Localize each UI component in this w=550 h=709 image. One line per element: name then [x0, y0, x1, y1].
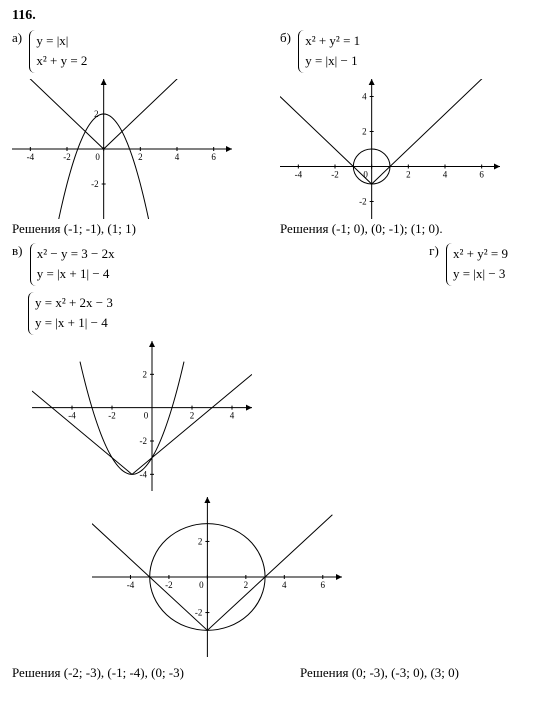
- svg-text:4: 4: [443, 170, 448, 180]
- svg-text:-2: -2: [91, 179, 99, 189]
- solutions-c: Решения (-2; -3), (-1; -4), (0; -3): [12, 665, 250, 681]
- part-d-brace: x² + y² = 9 y = |x| − 3: [446, 243, 508, 286]
- part-a-label: а): [12, 30, 22, 46]
- svg-text:4: 4: [230, 411, 235, 421]
- svg-text:4: 4: [175, 152, 180, 162]
- part-b-eq2: y = |x| − 1: [305, 52, 360, 70]
- part-d-eq2: y = |x| − 3: [453, 265, 508, 283]
- part-c-eq1: x² − y = 3 − 2x: [37, 245, 115, 263]
- chart-d: -4 -2 2 4 6 0 2 -2: [92, 497, 538, 657]
- chart-a: -4-224602-2: [12, 79, 270, 219]
- svg-text:-2: -2: [195, 608, 203, 618]
- part-b-label: б): [280, 30, 291, 46]
- chart-b: -4-2246024-2: [280, 79, 538, 219]
- svg-text:2: 2: [143, 370, 148, 380]
- part-d-label: г): [429, 243, 439, 259]
- svg-text:-2: -2: [108, 411, 116, 421]
- svg-text:-2: -2: [331, 170, 339, 180]
- svg-text:-4: -4: [295, 170, 303, 180]
- chart-a-wrap: -4-224602-2 Решения (-1; -1), (1; 1): [12, 79, 270, 237]
- part-a-system: а) y = |x| x² + y = 2: [12, 30, 270, 73]
- part-c-brace: x² − y = 3 − 2x y = |x + 1| − 4: [30, 243, 115, 286]
- svg-text:6: 6: [211, 152, 216, 162]
- part-b-system: б) x² + y² = 1 y = |x| − 1: [280, 30, 538, 73]
- part-c-eq4: y = |x + 1| − 4: [35, 314, 113, 332]
- part-d-eq1: x² + y² = 9: [453, 245, 508, 263]
- solutions-b: Решения (-1; 0), (0; -1); (1; 0).: [280, 221, 538, 237]
- chart-c-wrap: -4-22402-2-4: [32, 341, 538, 491]
- part-c-label: в): [12, 243, 22, 259]
- svg-text:2: 2: [138, 152, 143, 162]
- svg-text:2: 2: [190, 411, 195, 421]
- svg-text:-4: -4: [127, 580, 135, 590]
- solutions-row-2: Решения (-2; -3), (-1; -4), (0; -3) Реше…: [12, 663, 538, 681]
- svg-text:-2: -2: [63, 152, 71, 162]
- svg-text:2: 2: [406, 170, 411, 180]
- svg-text:2: 2: [244, 580, 249, 590]
- part-d-system: г) x² + y² = 9 y = |x| − 3: [265, 243, 538, 335]
- part-c-system: в) x² − y = 3 − 2x y = |x + 1| − 4 y = x…: [12, 243, 255, 335]
- svg-text:2: 2: [362, 127, 367, 137]
- problem-number: 116.: [12, 8, 538, 24]
- svg-text:-4: -4: [68, 411, 76, 421]
- svg-text:6: 6: [321, 580, 326, 590]
- chart-b-wrap: -4-2246024-2 Решения (-1; 0), (0; -1); (…: [280, 79, 538, 237]
- part-c-brace2: y = x² + 2x − 3 y = |x + 1| − 4: [28, 292, 113, 335]
- part-b-brace: x² + y² = 1 y = |x| − 1: [298, 30, 360, 73]
- systems-row-2: в) x² − y = 3 − 2x y = |x + 1| − 4 y = x…: [12, 243, 538, 335]
- systems-row-1: а) y = |x| x² + y = 2 б) x² + y² = 1 y =…: [12, 30, 538, 73]
- svg-text:6: 6: [479, 170, 484, 180]
- chart-d-wrap: -4 -2 2 4 6 0 2 -2: [92, 497, 538, 657]
- svg-text:-2: -2: [359, 197, 367, 207]
- part-c-eq3: y = x² + 2x − 3: [35, 294, 113, 312]
- solutions-a: Решения (-1; -1), (1; 1): [12, 221, 270, 237]
- svg-text:-4: -4: [27, 152, 35, 162]
- svg-text:0: 0: [95, 152, 100, 162]
- part-a-eq1: y = |x|: [36, 32, 87, 50]
- svg-text:0: 0: [144, 411, 149, 421]
- part-b-eq1: x² + y² = 1: [305, 32, 360, 50]
- svg-text:4: 4: [362, 92, 367, 102]
- svg-text:-2: -2: [140, 436, 148, 446]
- chart-c: -4-22402-2-4: [32, 341, 538, 491]
- charts-row-1: -4 -2 2 4 6 0 2 -2 Решения (-1; -1), (1; 1) -4 -…: [12, 79, 538, 237]
- svg-text:2: 2: [198, 537, 203, 547]
- solutions-d: Решения (0; -3), (-3; 0), (3; 0): [260, 665, 538, 681]
- part-c-eq2: y = |x + 1| − 4: [37, 265, 115, 283]
- svg-text:4: 4: [282, 580, 287, 590]
- part-a-brace: y = |x| x² + y = 2: [29, 30, 87, 73]
- svg-text:-2: -2: [165, 580, 173, 590]
- svg-text:0: 0: [199, 580, 204, 590]
- part-a-eq2: x² + y = 2: [36, 52, 87, 70]
